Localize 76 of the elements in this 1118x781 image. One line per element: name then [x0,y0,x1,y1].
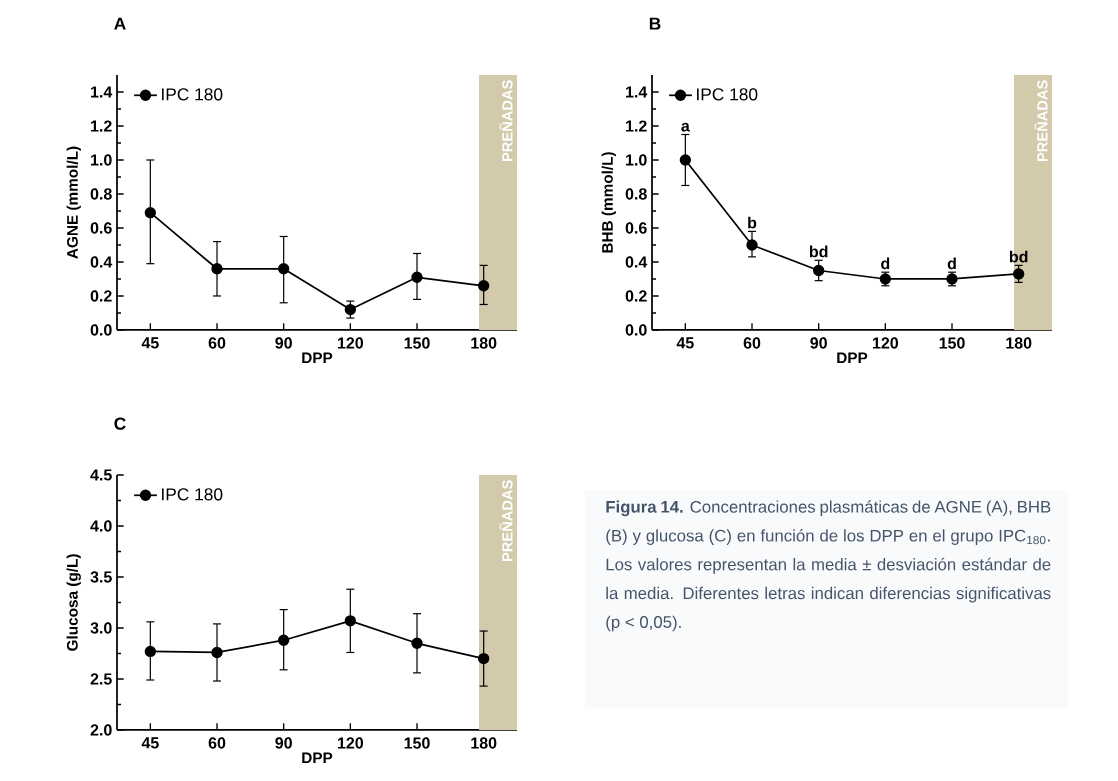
x-tick-label: 150 [404,737,430,749]
y-tick-label: 0.4 [625,256,648,268]
y-tick-label: 3.0 [90,622,112,634]
point [278,634,290,646]
x-tick-label: 120 [338,737,364,749]
y-axis-title: BHB (mmol/L) [601,152,616,253]
y-tick-label: 1.2 [626,120,647,132]
point [813,264,825,277]
y-tick-label: 0.8 [90,188,112,200]
band-label: PREÑADAS [499,480,513,562]
y-tick-label: 4.0 [90,520,112,532]
y-tick-label: 0.6 [90,222,112,234]
chart-title: A [114,17,126,30]
point [211,646,223,659]
point [478,652,490,665]
point [344,615,357,627]
legend-label: IPC 180 [162,488,223,501]
x-tick-label: 45 [141,737,159,749]
y-tick-label: 1.4 [626,86,648,98]
annotation: d [881,257,890,270]
point [144,207,157,219]
annotation: d [947,257,956,270]
y-tick-label: 4.5 [90,469,112,481]
y-tick-label: 2.0 [90,724,112,736]
y-tick-label: 0.0 [625,324,647,336]
x-tick-label: 90 [810,337,827,349]
x-tick-label: 90 [275,337,292,349]
x-axis-title: DPP [837,352,868,364]
x-axis-title: DPP [302,752,333,764]
x-tick-label: 180 [471,737,497,749]
y-axis-title: AGNE (mmol/L) [66,146,81,259]
x-axis-title: DPP [302,352,333,364]
band-label: PREÑADAS [1034,80,1048,162]
legend-label: IPC 180 [162,88,223,101]
y-tick-label: 2.5 [90,673,112,685]
y-tick-label: 1.0 [626,154,647,166]
text: Figura 14. Concentraciones plasmáticas de AGNE (A), BHB (B) y glucosa (C) en función de los DPP en el grupo IPC$_{180}$. Los valores representan la media ± desviación estándar de la media. Diferentes letras indican diferencias significativas (p < 0,05). [606,500,1051,632]
x-tick-label: 180 [1006,337,1032,349]
y-tick-label: 0.2 [625,290,647,302]
x-tick-label: 60 [208,737,226,749]
y-tick-label: 0.8 [625,188,647,200]
x-tick-label: 90 [275,737,292,749]
annotation: bd [809,245,828,258]
y-tick-label: 0.6 [625,222,647,234]
x-tick-label: 60 [743,337,761,349]
x-tick-label: 150 [939,337,965,349]
y-tick-label: 0.4 [90,256,113,268]
band-label: PREÑADAS [499,80,513,162]
point [411,271,423,283]
chart-title: B [649,17,661,30]
chart-title: C [114,417,126,430]
point [144,645,157,658]
y-axis-title: Glucosa (g/L) [66,554,81,651]
y-tick-label: 0.2 [90,290,112,302]
x-tick-label: 45 [141,337,159,349]
point [478,280,490,292]
point [211,263,223,275]
x-tick-label: 45 [676,337,694,349]
y-tick-label: 1.2 [91,120,112,132]
annotation: a [681,122,690,132]
annotation: b [748,216,757,229]
point [278,263,290,275]
annotation: bd [1009,250,1028,263]
x-tick-label: 180 [471,337,497,349]
y-tick-label: 1.4 [91,86,113,98]
point [746,239,758,251]
x-tick-label: 120 [337,337,364,349]
y-tick-label: 0.0 [90,324,112,336]
legend-label: IPC 180 [697,88,758,101]
x-tick-label: 60 [208,337,226,349]
x-tick-label: 120 [872,337,899,349]
x-tick-label: 150 [404,337,430,349]
y-tick-label: 1.0 [91,154,112,166]
point [679,154,692,166]
y-tick-label: 3.5 [90,571,112,583]
point [411,637,423,649]
